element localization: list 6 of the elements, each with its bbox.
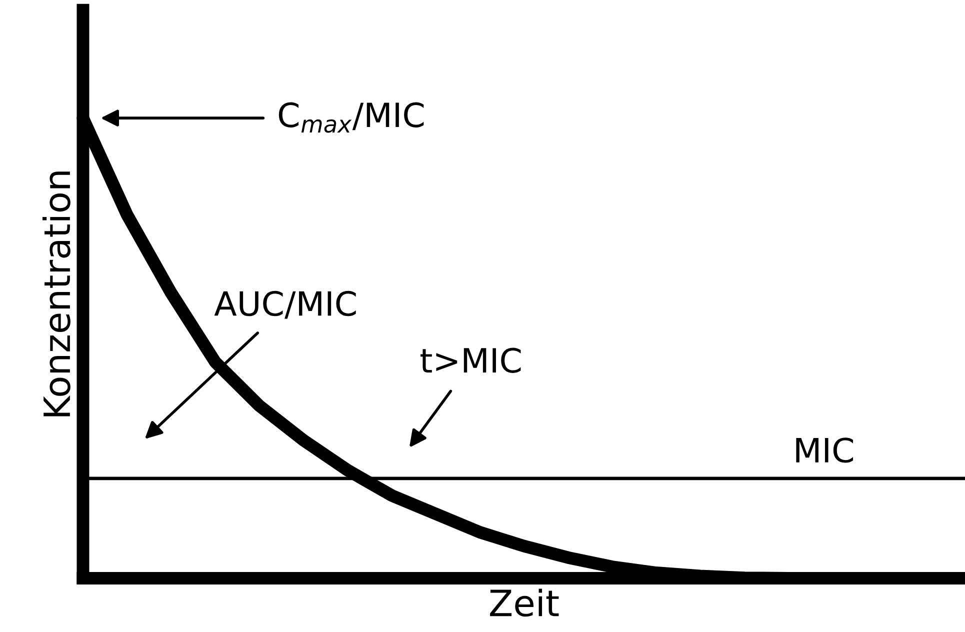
annotation: t>MIC	[420, 348, 521, 373]
annotation: AUC/MIC	[214, 290, 356, 319]
ref-line-label: MIC	[796, 438, 854, 463]
y-axis-title: Konzentration	[42, 172, 70, 416]
x-axis-title: Zeit	[490, 588, 559, 617]
annotation: C$_{max}$/MIC	[278, 102, 424, 133]
